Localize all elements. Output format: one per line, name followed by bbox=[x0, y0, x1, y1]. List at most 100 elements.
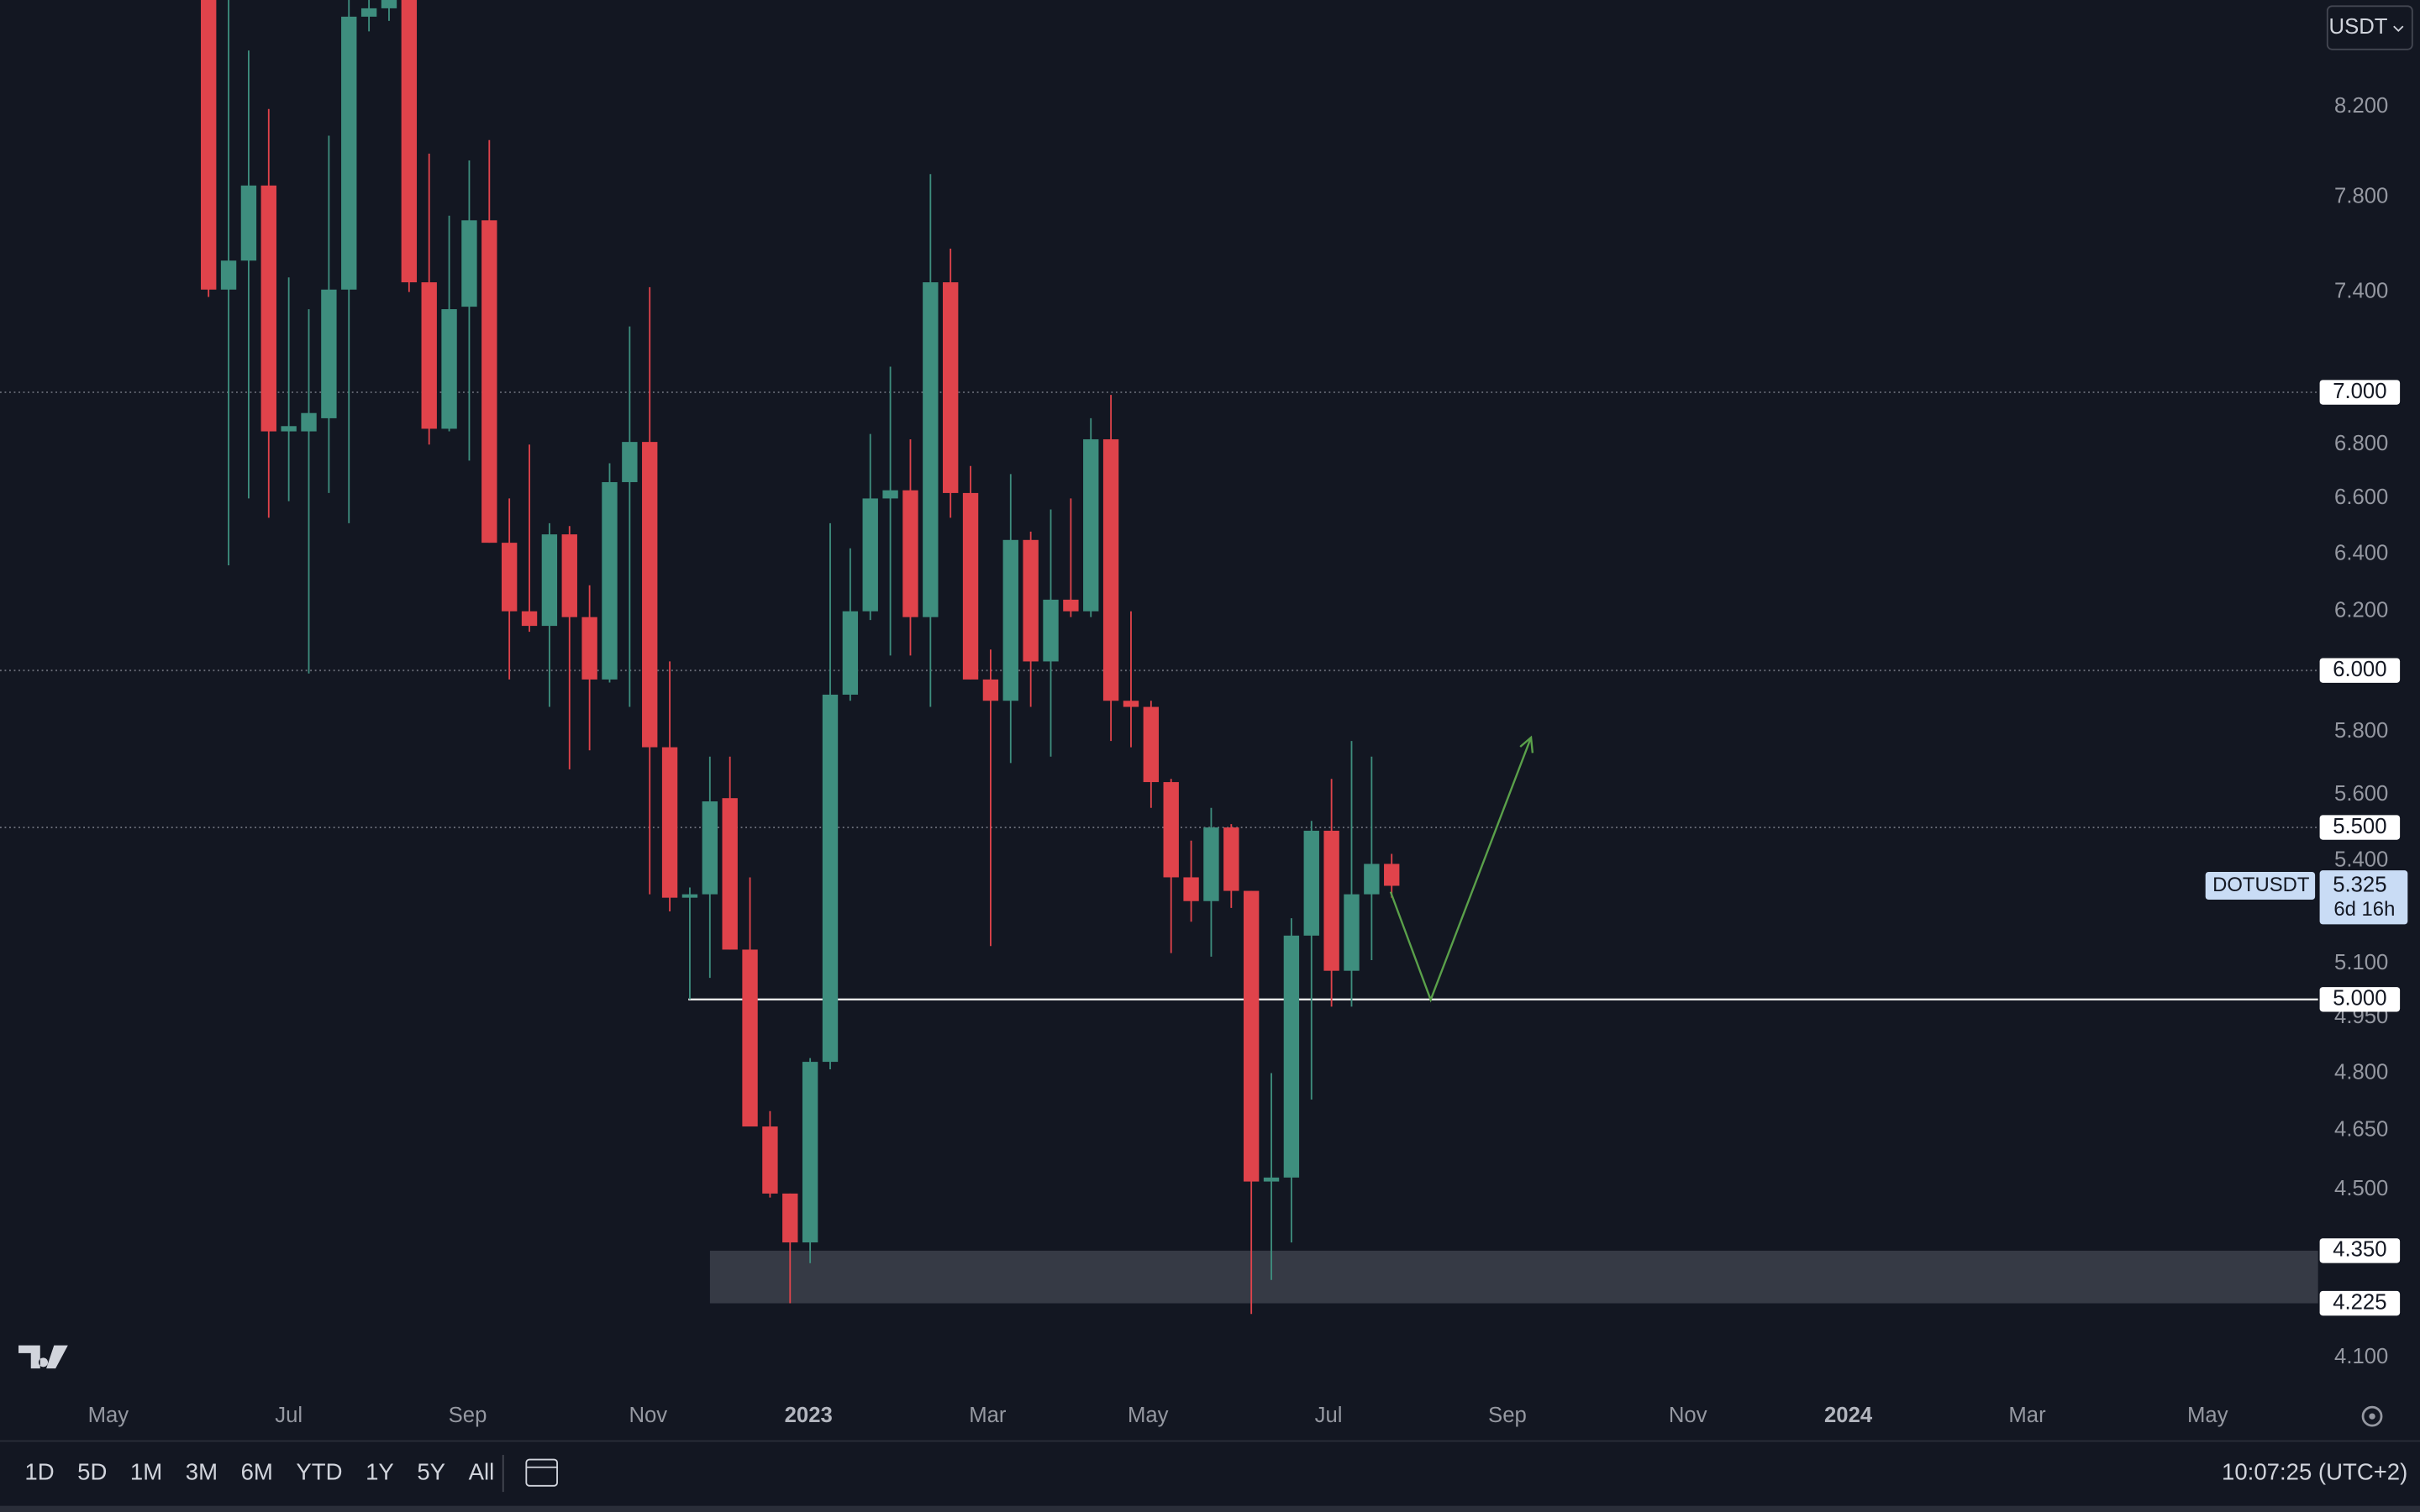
candle-body bbox=[862, 498, 878, 612]
candle-body bbox=[341, 16, 357, 290]
last-price-label: 5.325 bbox=[2333, 873, 2386, 896]
y-tick-label: 5.400 bbox=[2334, 848, 2388, 871]
calendar-icon[interactable] bbox=[525, 1458, 558, 1487]
x-tick-label: May bbox=[2187, 1404, 2228, 1427]
clock: 10:07:25 (UTC+2) bbox=[2222, 1458, 2407, 1484]
dropdown-caret[interactable] bbox=[2393, 25, 2404, 33]
range-button[interactable]: 5Y bbox=[417, 1458, 445, 1484]
candle-body bbox=[943, 282, 959, 493]
x-tick-label: 2023 bbox=[785, 1404, 833, 1427]
candle-body bbox=[360, 8, 377, 17]
candle-body bbox=[260, 185, 276, 432]
currency-label[interactable]: USDT bbox=[2329, 15, 2388, 39]
candle-body bbox=[622, 442, 638, 482]
candle-body bbox=[1283, 935, 1300, 1178]
candle-body bbox=[1344, 894, 1360, 971]
date-range-button[interactable] bbox=[525, 1458, 558, 1487]
gear-center[interactable] bbox=[2369, 1413, 2375, 1420]
y-tick-label: 5.600 bbox=[2334, 782, 2388, 806]
price-tag bbox=[2319, 987, 2401, 1012]
x-tick-label: Jul bbox=[1315, 1404, 1343, 1427]
range-button[interactable]: 1M bbox=[130, 1458, 162, 1484]
price-tag-label: 4.350 bbox=[2333, 1238, 2386, 1262]
candle-body bbox=[1303, 830, 1319, 936]
candle-body bbox=[1323, 830, 1339, 971]
candle-body bbox=[602, 481, 618, 680]
candle-body bbox=[1243, 890, 1260, 1182]
y-tick-label: 5.800 bbox=[2334, 719, 2388, 743]
x-tick-label: 2024 bbox=[1824, 1404, 1873, 1427]
price-tag-label: 5.000 bbox=[2333, 987, 2386, 1011]
y-tick-label: 7.400 bbox=[2334, 279, 2388, 302]
settings-icon[interactable] bbox=[2361, 1405, 2383, 1427]
y-tick-label: 4.650 bbox=[2334, 1117, 2388, 1141]
candle-body bbox=[201, 0, 217, 290]
candle-body bbox=[722, 798, 738, 950]
range-button[interactable]: 1D bbox=[24, 1458, 54, 1484]
price-tag bbox=[2319, 658, 2401, 683]
candle-body bbox=[742, 949, 758, 1127]
candle-body bbox=[1364, 864, 1380, 895]
range-button[interactable]: 5D bbox=[77, 1458, 107, 1484]
y-tick-label: 6.600 bbox=[2334, 486, 2388, 509]
y-tick-label: 6.400 bbox=[2334, 541, 2388, 564]
candle-body bbox=[541, 534, 558, 627]
symbol-label: DOTUSDT bbox=[2212, 874, 2310, 896]
x-tick-label: May bbox=[1128, 1404, 1169, 1427]
range-toolbar: 1D 5D 1M 3M 6M YTD 1Y 5Y All bbox=[24, 1458, 494, 1484]
candle-body bbox=[681, 894, 698, 898]
currency-dropdown[interactable]: USDT bbox=[2326, 5, 2413, 50]
candle-body bbox=[321, 289, 337, 418]
x-tick-label: Sep bbox=[449, 1404, 487, 1427]
gear[interactable] bbox=[2361, 1405, 2383, 1427]
candle-body bbox=[521, 611, 538, 627]
y-tick-label: 5.100 bbox=[2334, 951, 2388, 974]
price-tag-label: 4.225 bbox=[2333, 1290, 2386, 1314]
candle-body bbox=[902, 490, 918, 617]
price-tag bbox=[2319, 1290, 2401, 1316]
last-price-tag bbox=[2319, 870, 2408, 925]
candle-body bbox=[461, 220, 477, 307]
price-tag bbox=[2319, 815, 2401, 840]
candle-body bbox=[240, 185, 257, 261]
candle-body bbox=[822, 694, 839, 1063]
x-tick-label: May bbox=[88, 1404, 129, 1427]
candle-body bbox=[1183, 877, 1199, 901]
candle-body bbox=[1043, 599, 1059, 662]
candle-body bbox=[481, 220, 497, 543]
candle-body bbox=[962, 492, 979, 680]
y-tick-label: 6.800 bbox=[2334, 432, 2388, 455]
range-button[interactable]: 1Y bbox=[366, 1458, 394, 1484]
candle-body bbox=[1143, 706, 1160, 783]
candle-body bbox=[501, 543, 518, 612]
dropdown-box[interactable] bbox=[2326, 5, 2413, 50]
price-tag-label: 5.500 bbox=[2333, 815, 2386, 838]
y-tick-label: 4.100 bbox=[2334, 1345, 2388, 1368]
range-button[interactable]: YTD bbox=[296, 1458, 342, 1484]
candle-body bbox=[1023, 539, 1039, 662]
y-tick-label: 7.800 bbox=[2334, 184, 2388, 207]
x-tick-label: Jul bbox=[275, 1404, 302, 1427]
x-tick-label: Sep bbox=[1488, 1404, 1527, 1427]
candle-body bbox=[1384, 864, 1400, 886]
range-button[interactable]: All bbox=[469, 1458, 495, 1484]
candle-body bbox=[802, 1062, 818, 1243]
price-tag bbox=[2319, 1238, 2401, 1263]
candle-body bbox=[561, 534, 577, 617]
x-tick-label: Mar bbox=[2008, 1404, 2046, 1427]
candle-body bbox=[982, 679, 999, 701]
projection-arrow bbox=[1389, 737, 1533, 1003]
candle-body bbox=[661, 747, 678, 898]
candle-body bbox=[923, 282, 939, 617]
candle-body bbox=[1203, 827, 1219, 901]
range-button[interactable]: 6M bbox=[241, 1458, 273, 1484]
y-tick-label: 8.200 bbox=[2334, 94, 2388, 118]
candle-body bbox=[401, 0, 418, 283]
y-tick-label: 4.500 bbox=[2334, 1177, 2388, 1200]
candle-body bbox=[762, 1126, 778, 1194]
range-button[interactable]: 3M bbox=[186, 1458, 218, 1484]
candle-body bbox=[301, 412, 317, 432]
candle-body bbox=[1123, 701, 1139, 707]
y-tick-label: 4.800 bbox=[2334, 1060, 2388, 1084]
